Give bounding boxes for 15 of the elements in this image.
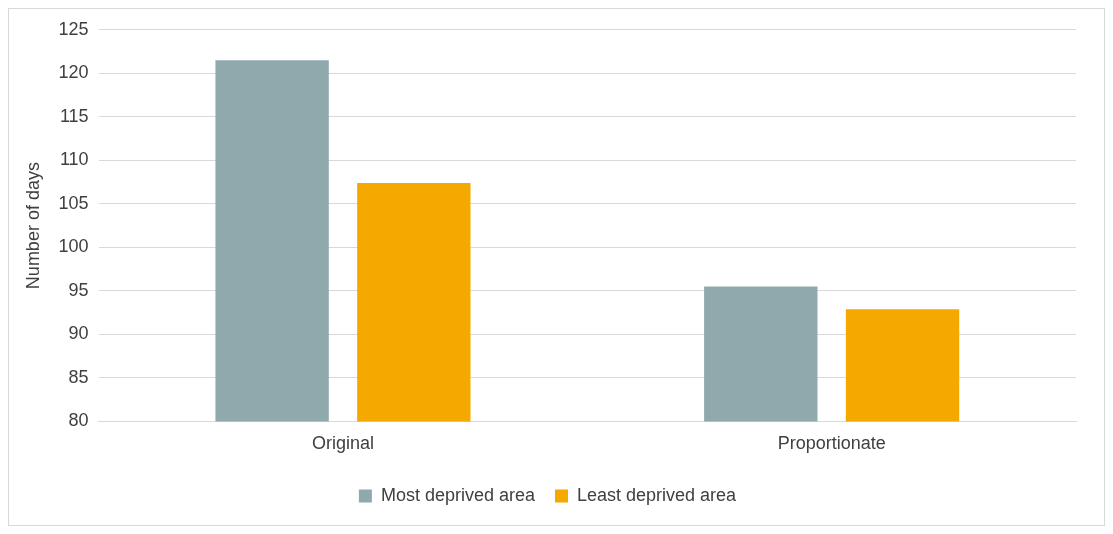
y-tick-label: 95 <box>68 279 89 300</box>
y-tick-label: 105 <box>58 192 89 213</box>
y-axis-title: Number of days <box>22 162 43 290</box>
legend-label: Most deprived area <box>380 484 536 505</box>
y-tick-label: 125 <box>58 18 89 39</box>
y-tick-label: 85 <box>68 366 89 387</box>
y-tick-label: 110 <box>59 149 89 170</box>
x-tick-label: Original <box>311 433 374 454</box>
y-tick-label: 90 <box>68 323 89 344</box>
y-tick-label: 80 <box>68 410 89 431</box>
legend-label: Least deprived area <box>576 484 738 505</box>
y-tick-label: 115 <box>59 105 89 126</box>
x-tick-label: Proportionate <box>777 433 886 454</box>
y-tick-label: 100 <box>58 236 89 257</box>
y-tick-label: 120 <box>58 62 89 83</box>
